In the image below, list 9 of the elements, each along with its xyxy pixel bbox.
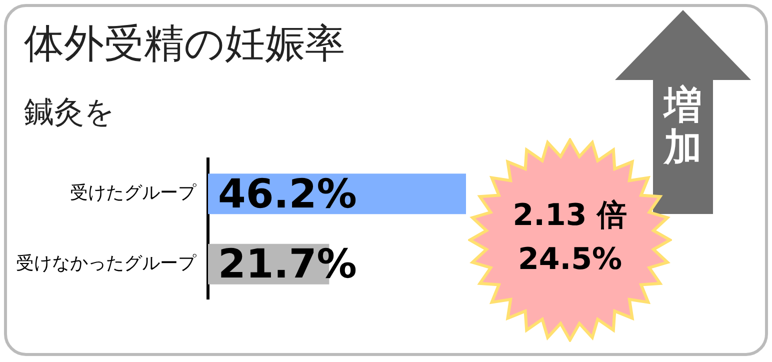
y-tick-label: 受けなかったグループ [16, 252, 197, 274]
text: 24.5% [516, 241, 624, 279]
chart-title: 体外受精の妊娠率 [24, 20, 345, 69]
data-label: 46.2% [218, 171, 357, 218]
chart-subtitle: 鍼灸を [24, 94, 115, 132]
y-tick-label: 受けたグループ [70, 182, 197, 204]
data-label: 21.7% [218, 241, 357, 288]
text: 増加 [662, 83, 703, 169]
text: 2.13 倍 [512, 197, 628, 235]
